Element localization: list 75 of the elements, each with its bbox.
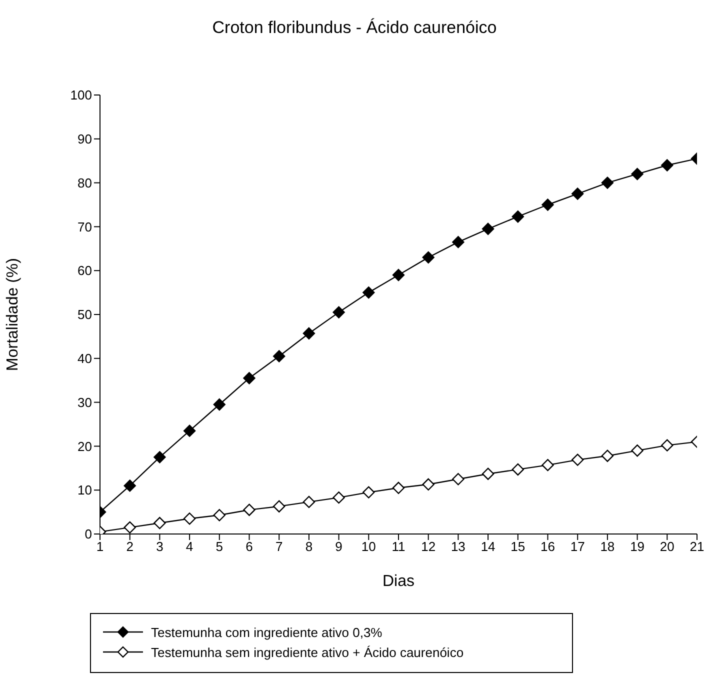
point (631, 444, 644, 457)
y-tick-label: 30 (78, 394, 92, 410)
point (273, 500, 286, 512)
legend-label: Testemunha com ingrediente ativo 0,3% (151, 624, 382, 640)
point (302, 496, 316, 508)
y-tick-label: 60 (78, 263, 92, 278)
point (512, 210, 524, 223)
point (302, 327, 316, 340)
x-tick-label: 9 (335, 539, 342, 554)
y-tick-label: 80 (78, 175, 92, 190)
y-tick-label: 0 (84, 526, 92, 542)
x-tick-label: 3 (156, 539, 164, 554)
point (452, 473, 464, 486)
x-tick-label: 4 (186, 539, 194, 554)
point (362, 486, 375, 498)
x-tick-label: 16 (540, 539, 555, 554)
x-tick-label: 10 (361, 539, 376, 554)
point (273, 350, 286, 362)
x-tick-label: 19 (630, 539, 645, 554)
point (362, 286, 375, 299)
point (601, 450, 614, 462)
point (422, 251, 434, 264)
y-tick-label: 50 (78, 307, 92, 322)
x-tick-label: 20 (660, 539, 674, 554)
y-tick-label: 70 (78, 219, 92, 234)
chart-title: Croton floribundus - Ácido caurenóico (211, 18, 498, 38)
point (124, 480, 136, 492)
point (661, 439, 674, 452)
point (542, 198, 554, 211)
point (482, 468, 494, 480)
y-tick-label: 20 (78, 438, 92, 454)
x-tick-label: 7 (275, 539, 283, 554)
x-tick-label: 15 (510, 539, 526, 554)
point (183, 424, 196, 437)
point (661, 159, 674, 172)
x-tick-label: 21 (690, 539, 704, 554)
point (422, 478, 434, 490)
x-tick-label: 2 (126, 539, 134, 554)
point (213, 398, 226, 411)
point (154, 516, 166, 530)
point (542, 458, 554, 472)
y-tick-label: 40 (78, 351, 92, 366)
point (332, 306, 345, 318)
x-tick-label: 14 (480, 539, 496, 554)
point (572, 188, 584, 200)
point (243, 504, 256, 516)
point (601, 176, 614, 189)
x-tick-label: 8 (305, 539, 313, 554)
y-tick-label: 10 (78, 482, 92, 498)
x-tick-label: 17 (570, 539, 585, 554)
x-tick-label: 6 (246, 539, 253, 554)
x-tick-label: 11 (392, 539, 406, 554)
point (154, 451, 166, 464)
point (183, 512, 196, 525)
point (392, 482, 405, 494)
point (332, 491, 345, 504)
point (512, 463, 524, 476)
x-axis-title: Dias (382, 573, 415, 590)
x-tick-label: 5 (216, 539, 224, 554)
x-tick-label: 18 (600, 539, 615, 554)
legend-label: Testemunha sem ingrediente ativo + Ácido caurenóico (151, 644, 464, 660)
y-axis-title: Mortalidade (%) (4, 258, 22, 371)
point (482, 222, 494, 235)
y-tick-label: 100 (70, 88, 92, 103)
x-tick-label: 1 (96, 539, 104, 554)
point (631, 168, 644, 180)
point (452, 236, 464, 248)
point (124, 521, 136, 534)
x-tick-label: 12 (421, 539, 436, 554)
point (243, 372, 256, 384)
y-tick-label: 90 (78, 132, 92, 147)
point (213, 509, 226, 522)
x-tick-label: 13 (450, 539, 466, 554)
point (572, 454, 584, 466)
point (392, 268, 405, 282)
